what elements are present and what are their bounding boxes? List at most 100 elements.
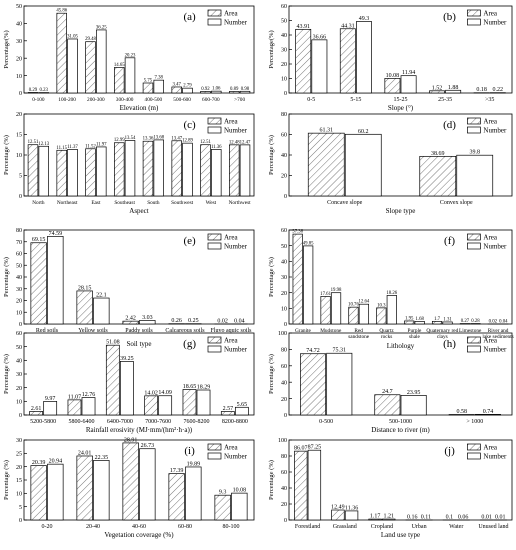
y-tick-label: 30 [281, 48, 287, 54]
x-tick-label: Southwest [171, 200, 194, 206]
bar-area [200, 144, 211, 197]
data-label: 19.98 [331, 288, 342, 293]
x-tick-label: Northwest [229, 200, 252, 206]
data-label: 10.76 [348, 303, 359, 308]
data-label: 1.95 [405, 316, 414, 321]
y-tick-label: 30 [281, 275, 287, 281]
bar-area [339, 28, 356, 94]
x-tick-label: Red sandstone [348, 328, 370, 340]
data-label: 12.48 [229, 140, 240, 145]
y-tick-label: 20 [281, 291, 287, 297]
x-tick-label: Limestone [459, 328, 482, 334]
y-tick-label: 20 [16, 299, 22, 305]
data-label: 12.47 [240, 140, 251, 145]
data-label: 0.26 [171, 318, 182, 324]
x-axis-label: Vegetation coverage (%) [104, 531, 174, 539]
chart-panel-i: 0 5 10 15 20 25 30 Percentage (%) 20.39 20.94 0-20… [3, 437, 255, 539]
data-label: 38.69 [431, 151, 445, 157]
data-label: 0.02 [489, 319, 498, 324]
y-tick-label: 20 [16, 386, 22, 392]
y-tick-label: 30 [16, 372, 22, 378]
bar-number [382, 518, 396, 521]
bar-number [81, 397, 96, 416]
legend-swatch-number [467, 126, 481, 134]
x-tick-label: 5800-6400 [69, 419, 95, 425]
legend-label-number: Number [483, 453, 507, 461]
y-tick-label: 10 [16, 492, 22, 498]
data-label: 13.47 [171, 136, 182, 141]
y-tick-label: 50 [281, 19, 287, 25]
legend-swatch-area [207, 233, 222, 241]
bar-number [445, 89, 462, 94]
x-tick-label: Yellow soils [78, 328, 108, 334]
plot-frame [23, 5, 255, 94]
x-tick-label: West [206, 200, 217, 206]
data-label: 2.61 [31, 406, 42, 412]
data-label: 28.91 [124, 437, 138, 443]
bar-number [38, 145, 49, 197]
bar-number [47, 236, 64, 325]
bar-area [144, 395, 159, 416]
bar-area [374, 394, 401, 416]
y-tick-label: 5 [19, 505, 22, 511]
data-label: 18.26 [386, 291, 397, 296]
data-label: 3.03 [142, 315, 153, 321]
legend-label-area: Area [224, 10, 238, 18]
data-label: 12.51 [200, 140, 211, 145]
data-label: 1.17 [370, 514, 381, 520]
legend-swatch-area [467, 336, 481, 344]
y-tick-label: 50 [16, 345, 22, 351]
y-tick-label: 30 [16, 287, 22, 293]
y-tick-label: 0 [284, 413, 287, 419]
x-tick-label: 0-5 [307, 97, 315, 103]
data-label: 43.91 [296, 24, 310, 30]
bar-area [142, 82, 154, 94]
bar-number [400, 395, 427, 416]
data-label: 9.97 [45, 396, 56, 402]
bar-number [43, 401, 58, 416]
bar-number [330, 292, 342, 325]
data-label: 0.92 [201, 87, 210, 92]
data-label: 10.08 [386, 73, 400, 79]
x-tick-label: 8200-8800 [222, 419, 248, 425]
bar-area [56, 12, 67, 94]
bar-area [220, 411, 235, 416]
chart-panel-d: 0 20 40 60 80 Percentage (%) 61.31 60.2 Concave … [268, 112, 513, 215]
data-label: 1.52 [432, 85, 443, 91]
x-tick-label: 300-400 [116, 97, 134, 103]
legend-swatch-area [207, 117, 222, 125]
y-tick-label: 0 [19, 322, 22, 328]
data-label: 10.08 [233, 488, 247, 494]
chart-panel-j: 0 20 40 60 80 100 Percentage (%) 86.07 87.25 Fore… [268, 438, 513, 539]
x-axis-label: Land use type [381, 531, 420, 539]
x-tick-label: >700 [234, 97, 245, 103]
bar-number [196, 389, 211, 416]
panel-label: (j) [444, 445, 455, 457]
legend-swatch-number [467, 18, 481, 26]
legend-label-area: Area [483, 10, 497, 18]
y-tick-label: 10 [16, 153, 22, 159]
bar-area [292, 233, 303, 325]
bar-area [368, 518, 382, 521]
bar-number [124, 57, 136, 94]
data-label: 11.15 [56, 146, 67, 151]
data-label: 11.52 [85, 144, 96, 149]
data-label: 12.76 [82, 392, 96, 398]
legend-label-number: Number [224, 243, 248, 251]
x-tick-label: North [32, 200, 45, 206]
data-label: 17.61 [320, 292, 331, 297]
data-label: 26.73 [141, 443, 155, 449]
x-tick-label: 40-60 [132, 524, 146, 530]
x-tick-label: Water [449, 524, 463, 530]
legend-label-number: Number [483, 19, 507, 27]
data-label: 0.28 [471, 319, 480, 324]
y-tick-label: 50 [16, 4, 22, 10]
bar-number [211, 90, 222, 94]
x-tick-label: Concave slope [327, 200, 362, 206]
data-label: 20.94 [49, 459, 63, 465]
data-label: 0.74 [483, 409, 494, 415]
legend-swatch-number [207, 18, 222, 26]
bar-area [320, 296, 331, 325]
y-tick-label: 50 [281, 244, 287, 250]
